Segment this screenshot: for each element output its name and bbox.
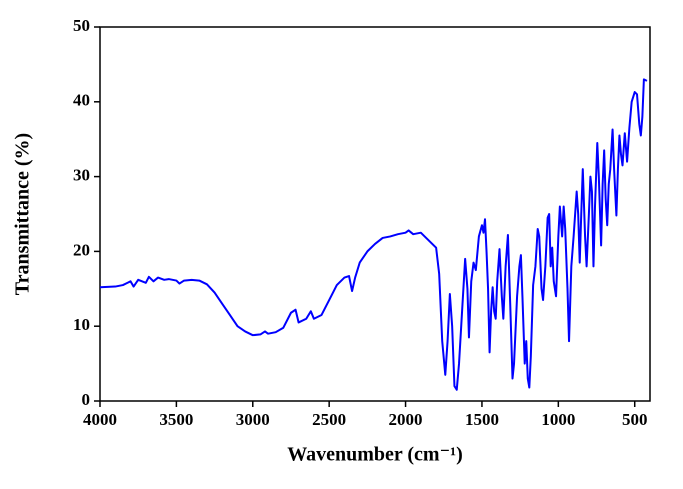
y-tick-label: 40: [73, 91, 90, 110]
x-tick-label: 3000: [236, 410, 270, 429]
x-axis-label: Wavenumber (cm⁻¹): [287, 444, 463, 466]
y-axis-label: Transmittance (%): [12, 133, 34, 295]
spectrum-line: [99, 78, 648, 391]
y-tick-label: 10: [73, 315, 90, 334]
y-tick-label: 50: [73, 16, 90, 35]
x-tick-label: 2000: [389, 410, 423, 429]
x-tick-label: 1000: [541, 410, 575, 429]
x-tick-label: 500: [622, 410, 648, 429]
plot-frame: [99, 26, 651, 402]
y-tick-label: 0: [82, 390, 91, 409]
x-tick-label: 3500: [159, 410, 193, 429]
y-tick-label: 30: [73, 166, 90, 185]
x-tick-label: 1500: [465, 410, 499, 429]
y-tick-label: 20: [73, 240, 90, 259]
x-tick-label: 4000: [83, 410, 117, 429]
x-tick-label: 2500: [312, 410, 346, 429]
